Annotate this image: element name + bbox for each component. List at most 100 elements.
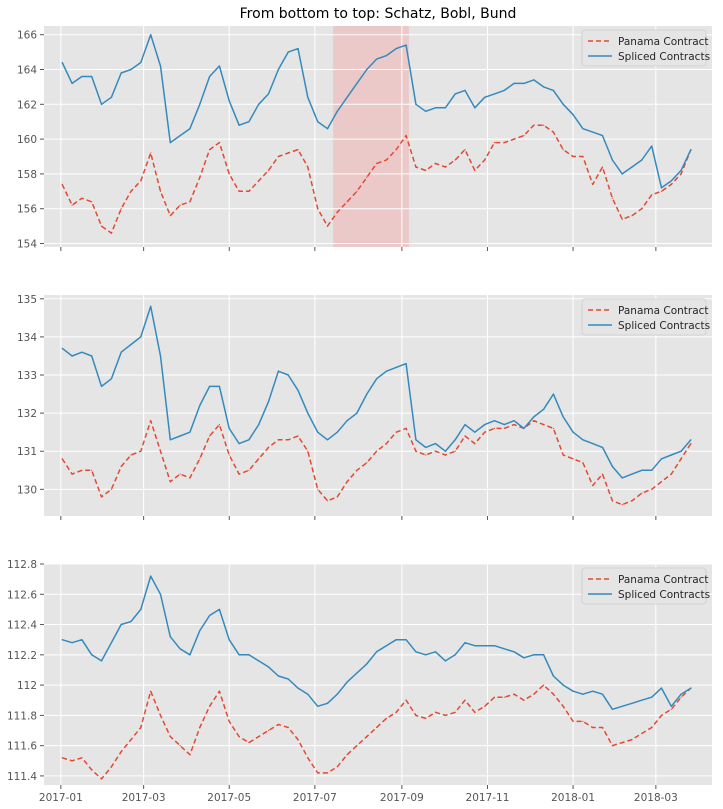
- data-point: [267, 729, 270, 732]
- data-point: [513, 138, 515, 140]
- data-point: [346, 201, 348, 203]
- data-point: [277, 675, 279, 677]
- data-point: [238, 443, 240, 445]
- data-point: [71, 355, 73, 357]
- data-point: [61, 639, 63, 641]
- data-point: [366, 393, 368, 395]
- legend: Panama Contract Spliced Contracts: [581, 298, 710, 336]
- data-point: [209, 75, 211, 78]
- data-point: [248, 190, 250, 192]
- data-point: [287, 51, 289, 53]
- data-point: [552, 427, 555, 429]
- data-point: [238, 124, 240, 126]
- data-point: [484, 431, 486, 433]
- data-point: [189, 654, 191, 656]
- data-point: [120, 208, 122, 210]
- data-point: [356, 672, 358, 674]
- data-point: [199, 404, 201, 407]
- data-point: [464, 699, 466, 701]
- data-point: [228, 173, 230, 175]
- data-point: [120, 623, 122, 626]
- data-point: [317, 208, 319, 210]
- data-point: [356, 469, 358, 471]
- data-point: [130, 739, 132, 741]
- data-point: [179, 135, 181, 137]
- y-tick-label: 156: [17, 204, 37, 216]
- data-point: [71, 204, 73, 206]
- data-point: [376, 162, 378, 165]
- data-point: [346, 420, 348, 422]
- data-point: [631, 702, 633, 704]
- highlight-span: [333, 26, 409, 247]
- data-point: [444, 166, 446, 168]
- data-point: [209, 435, 211, 437]
- data-point: [611, 197, 614, 199]
- data-point: [169, 636, 171, 638]
- data-point: [680, 450, 682, 452]
- data-point: [317, 488, 319, 490]
- data-point: [267, 169, 270, 171]
- data-point: [523, 699, 525, 701]
- data-point: [543, 408, 545, 410]
- data-point: [425, 654, 427, 656]
- data-point: [582, 720, 584, 723]
- data-point: [660, 458, 663, 460]
- data-point: [454, 439, 456, 441]
- y-tick-label: 166: [17, 30, 37, 42]
- data-point: [454, 450, 456, 452]
- legend-label: Spliced Contracts: [618, 51, 710, 63]
- data-point: [307, 757, 309, 759]
- data-point: [415, 103, 417, 105]
- data-point: [474, 711, 476, 713]
- data-point: [228, 427, 230, 429]
- data-point: [277, 68, 279, 71]
- y-tick-label: 154: [17, 239, 37, 251]
- data-point: [513, 82, 515, 84]
- data-point: [582, 462, 584, 464]
- data-point: [356, 190, 358, 192]
- y-tick-label: 131: [17, 446, 37, 458]
- data-point: [484, 159, 486, 161]
- data-point: [405, 44, 407, 46]
- data-point: [454, 93, 456, 95]
- data-point: [641, 469, 643, 471]
- data-point: [454, 159, 456, 161]
- series-points-1: [61, 684, 692, 780]
- x-tick-label: 2017-03: [122, 792, 166, 804]
- data-point: [376, 450, 378, 452]
- y-tick-label: 112.6: [7, 589, 37, 601]
- data-point: [395, 366, 397, 368]
- data-point: [336, 496, 338, 498]
- x-tick-label: 2017-01: [39, 792, 83, 804]
- data-point: [660, 190, 663, 192]
- data-point: [91, 654, 93, 656]
- data-point: [690, 443, 692, 445]
- data-point: [100, 778, 103, 780]
- data-point: [346, 481, 348, 483]
- data-point: [484, 705, 486, 707]
- data-point: [356, 412, 358, 414]
- data-point: [110, 232, 112, 234]
- data-point: [660, 187, 663, 189]
- data-point: [169, 439, 171, 441]
- data-point: [248, 469, 250, 471]
- data-point: [140, 336, 142, 338]
- data-point: [228, 639, 230, 641]
- data-point: [592, 726, 594, 729]
- data-point: [444, 107, 446, 109]
- data-point: [533, 79, 535, 81]
- data-point: [140, 450, 142, 452]
- data-point: [690, 439, 692, 441]
- data-point: [582, 439, 584, 441]
- data-point: [277, 155, 279, 158]
- data-point: [592, 131, 594, 133]
- data-point: [670, 183, 672, 185]
- data-point: [297, 687, 299, 689]
- data-point: [150, 305, 152, 307]
- data-point: [356, 82, 358, 84]
- data-point: [434, 162, 437, 165]
- data-point: [611, 465, 614, 468]
- data-point: [454, 711, 456, 713]
- data-point: [169, 481, 171, 483]
- data-point: [140, 61, 142, 64]
